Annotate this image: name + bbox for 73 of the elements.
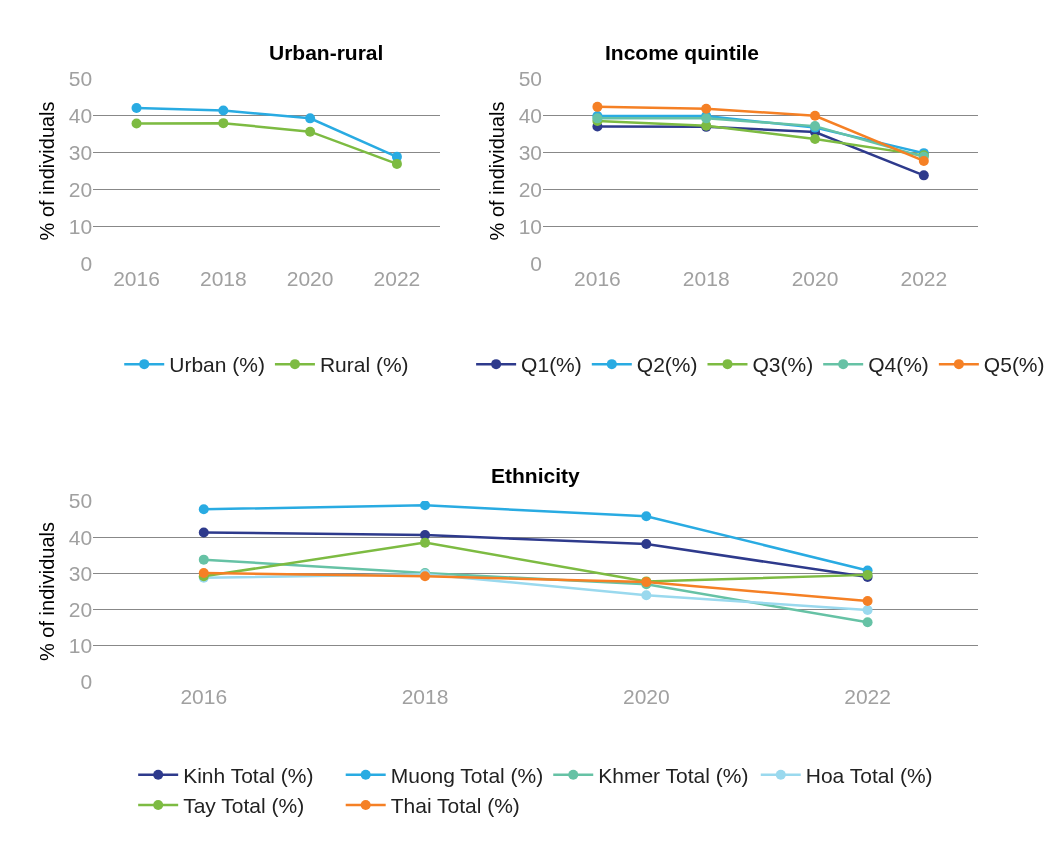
y-tick-label: 40	[68, 103, 93, 127]
y-tick-label: 50	[518, 66, 543, 90]
x-tick-label: 2016	[574, 266, 621, 290]
point	[862, 595, 873, 606]
y-axis-title: % of individuals	[486, 101, 509, 241]
legend-label: Tay Total (%)	[183, 794, 305, 818]
y-tick-label: 0	[530, 251, 543, 275]
y-axis-title: % of individuals	[36, 101, 59, 241]
point	[420, 537, 431, 548]
legend-label: Muong Total (%)	[390, 763, 544, 787]
y-tick-label: 0	[80, 670, 93, 694]
point	[198, 504, 209, 515]
x-tick-label: 2018	[682, 266, 730, 290]
x-tick-label: 2018	[401, 685, 449, 709]
point	[305, 113, 316, 124]
point	[918, 155, 929, 166]
x-tick-label: 2016	[113, 266, 160, 290]
legend-label: Khmer Total (%)	[598, 763, 749, 787]
x-tick-label: 2020	[791, 266, 839, 290]
x-tick-label: 2022	[373, 266, 421, 290]
legend-label: Q4(%)	[868, 353, 929, 377]
point	[305, 126, 316, 137]
point	[218, 105, 229, 116]
legend-label: Hoa Total (%)	[805, 763, 933, 787]
legend-label: Urban (%)	[169, 353, 265, 377]
chart-title: Ethnicity	[491, 464, 580, 487]
point	[862, 605, 873, 616]
legend-label: Q3(%)	[752, 353, 814, 377]
legend-label: Q1(%)	[521, 353, 582, 377]
point	[198, 554, 209, 565]
y-tick-label: 50	[68, 489, 93, 513]
point	[641, 590, 652, 601]
legend-label: Kinh Total (%)	[183, 763, 314, 787]
y-tick-label: 50	[68, 66, 93, 90]
y-tick-label: 20	[68, 177, 93, 201]
point	[810, 134, 821, 145]
y-tick-label: 10	[68, 634, 93, 658]
point	[641, 539, 652, 550]
legend-label: Q2(%)	[636, 353, 698, 377]
y-tick-label: 30	[68, 140, 93, 164]
point	[218, 118, 229, 129]
point	[198, 527, 209, 538]
x-tick-label: 2016	[180, 685, 228, 709]
y-tick-label: 30	[518, 140, 543, 164]
legend-label: Thai Total (%)	[390, 794, 520, 818]
point	[641, 511, 652, 522]
x-tick-label: 2020	[622, 685, 670, 709]
chart-title: Income quintile	[605, 41, 760, 64]
point	[131, 118, 142, 129]
point	[131, 102, 142, 113]
y-axis-title: % of individuals	[36, 522, 59, 662]
point	[592, 101, 603, 112]
point	[701, 103, 712, 114]
legend-label: Q5(%)	[983, 353, 1045, 377]
y-tick-label: 20	[68, 598, 93, 622]
point	[862, 617, 873, 628]
chart-title: Urban-rural	[269, 41, 384, 64]
point	[420, 500, 431, 511]
x-tick-label: 2022	[900, 266, 948, 290]
legend-label: Rural (%)	[319, 353, 409, 377]
point	[918, 170, 929, 181]
x-tick-label: 2022	[844, 685, 891, 709]
y-tick-label: 10	[68, 214, 93, 238]
y-tick-label: 20	[518, 177, 543, 201]
x-tick-label: 2018	[199, 266, 247, 290]
y-tick-label: 0	[80, 251, 93, 275]
y-tick-label: 30	[68, 561, 93, 585]
y-tick-label: 40	[518, 103, 543, 127]
point	[810, 110, 821, 121]
x-tick-label: 2020	[286, 266, 334, 290]
point	[391, 158, 402, 169]
y-tick-label: 40	[68, 525, 93, 549]
y-tick-label: 10	[518, 214, 543, 238]
